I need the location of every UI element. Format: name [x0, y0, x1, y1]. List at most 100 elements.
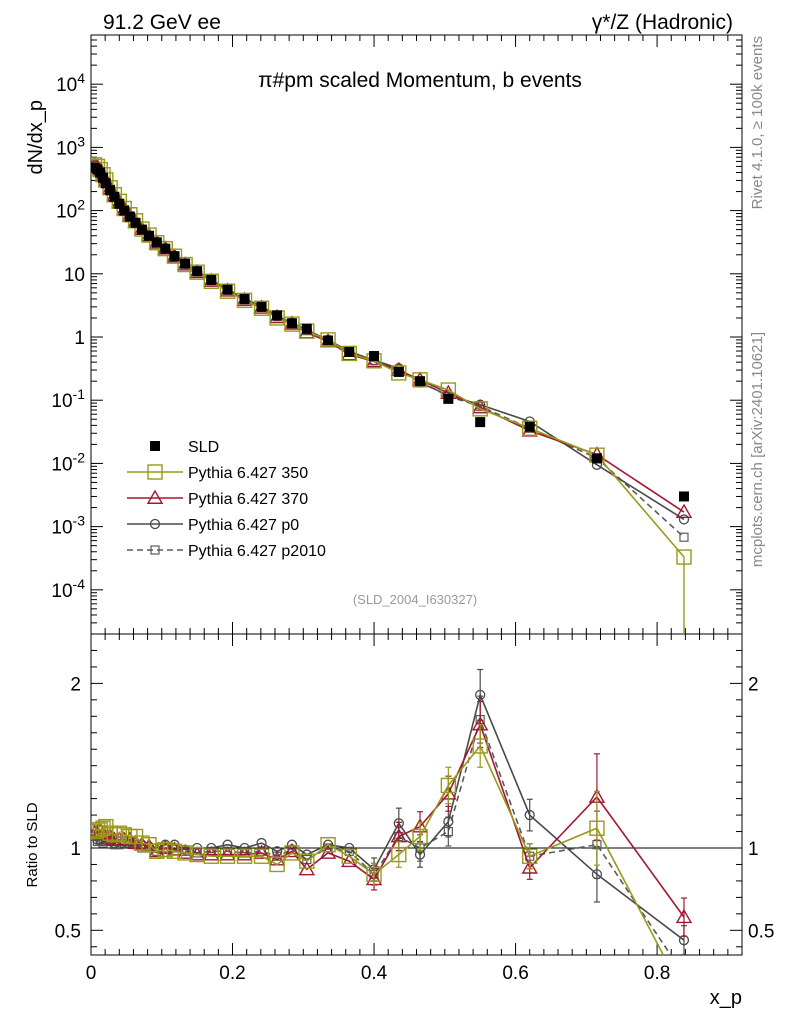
ratio-point-pythia-6-427-350 — [203, 848, 219, 864]
ratio-point-pythia-6-427-370 — [157, 839, 174, 854]
point-pythia-6-427-350 — [341, 345, 357, 362]
point-sld — [136, 224, 147, 235]
x-tick-label: 0 — [86, 963, 97, 984]
ratio-point-pythia-6-427-370 — [219, 846, 236, 861]
point-sld — [114, 198, 125, 209]
ratio-point-pythia-6-427-350 — [412, 828, 428, 845]
ratio-point-pythia-6-427-370 — [236, 846, 253, 861]
ratio-point-pythia-6-427-350 — [91, 823, 103, 840]
main-series-layer — [91, 156, 693, 634]
point-pythia-6-427-350 — [522, 420, 538, 436]
ratio-point-pythia-6-427-350 — [320, 837, 336, 853]
point-pythia-6-427-350 — [166, 248, 183, 264]
y-tick-label-bottom: 0.5 — [55, 921, 81, 942]
point-sld — [95, 167, 106, 178]
ratio-point-pythia-6-427-350 — [341, 848, 357, 864]
ratio-point-pythia-6-427-350 — [236, 848, 253, 864]
legend-label-pythia-6-427-350: Pythia 6.427 350 — [188, 465, 308, 482]
point-sld — [369, 351, 380, 362]
ratio-point-pythia-6-427-350 — [177, 845, 193, 861]
ratio-point-pythia-6-427-350 — [299, 853, 315, 869]
x-tick-label: 0.6 — [502, 963, 528, 984]
ratio-point-pythia-6-427-p0 — [256, 837, 267, 849]
point-sld — [323, 335, 334, 346]
point-sld — [591, 453, 602, 464]
legend-marker-pythia-6-427-350 — [147, 464, 163, 480]
point-sld — [98, 172, 109, 183]
y-tick-label-top: 102 — [56, 197, 85, 223]
y-tick-label-bottom: 2 — [70, 674, 81, 695]
point-pythia-6-427-350 — [253, 300, 270, 316]
y-tick-label-top: 103 — [56, 133, 85, 159]
ratio-point-pythia-6-427-350 — [111, 825, 128, 841]
ratio-point-pythia-6-427-370 — [341, 852, 358, 868]
ratio-point-pythia-6-427-p0 — [524, 809, 535, 821]
ratio-point-pythia-6-427-350 — [366, 866, 382, 883]
ratio-series-layer — [91, 668, 693, 979]
ratio-point-pythia-6-427-370 — [253, 844, 270, 859]
point-sld — [109, 191, 120, 202]
point-pythia-6-427-350 — [412, 372, 428, 388]
ratio-point-pythia-6-427-p2010 — [680, 971, 688, 979]
ratio-point-pythia-6-427-p0 — [286, 839, 298, 850]
point-sld — [475, 417, 486, 428]
point-sld — [169, 251, 180, 262]
y-tick-label-bottom: 1 — [70, 839, 81, 860]
legend-label-sld: SLD — [188, 439, 219, 456]
ratio-point-pythia-6-427-p0 — [239, 842, 250, 854]
point-sld — [206, 274, 217, 285]
ratio-point-pythia-6-427-350 — [106, 827, 123, 843]
legend-marker-pythia-6-427-p0 — [149, 518, 161, 530]
header-right: γ*/Z (Hadronic) — [592, 11, 733, 34]
x-tick-label: 0.4 — [361, 963, 388, 984]
point-pythia-6-427-350 — [149, 235, 165, 251]
y-tick-label-top: 104 — [56, 70, 85, 96]
ratio-point-pythia-6-427-p0 — [475, 689, 486, 701]
point-sld — [192, 266, 203, 277]
point-pythia-6-427-350 — [236, 292, 253, 309]
y-tick-label-top: 10-4 — [51, 576, 85, 602]
point-sld — [239, 293, 250, 304]
ratio-point-pythia-6-427-350 — [269, 856, 285, 873]
point-pythia-6-427-350 — [472, 401, 488, 417]
point-sld — [180, 258, 191, 269]
point-sld — [151, 237, 162, 248]
y-tick-label-top: 10-2 — [51, 449, 85, 475]
ratio-point-pythia-6-427-p0 — [344, 842, 355, 854]
ratio-line-pythia-6-427-p0 — [93, 692, 685, 941]
analysis-id: (SLD_2004_I630327) — [353, 592, 477, 607]
point-pythia-6-427-350 — [676, 549, 692, 565]
ratio-point-pythia-6-427-350 — [391, 846, 407, 863]
ratio-point-pythia-6-427-350 — [440, 777, 457, 794]
ratio-point-pythia-6-427-350 — [472, 738, 488, 754]
ratio-point-pythia-6-427-350 — [253, 848, 270, 864]
point-pythia-6-427-350 — [189, 264, 205, 280]
point-sld — [301, 323, 312, 334]
ratio-point-pythia-6-427-p0 — [443, 816, 454, 827]
series-line-pythia-6-427-p2010 — [93, 164, 685, 538]
y-tick-label-top: 10 — [64, 265, 85, 286]
legend-marker-pythia-6-427-p2010 — [150, 545, 160, 555]
rivet-label: Rivet 4.1.0, ≥ 100k events — [749, 36, 766, 209]
point-sld — [272, 310, 283, 321]
point-pythia-6-427-370 — [675, 503, 693, 519]
ratio-point-pythia-6-427-350 — [284, 845, 300, 861]
point-sld — [124, 211, 135, 222]
point-pythia-6-427-350 — [203, 273, 219, 290]
legend-label-pythia-6-427-370: Pythia 6.427 370 — [188, 491, 308, 508]
ratio-point-pythia-6-427-370 — [521, 859, 538, 874]
y-axis-label-top: dN/dx_p — [25, 100, 47, 175]
point-pythia-6-427-p2010 — [679, 532, 689, 542]
y-tick-label-top: 10-1 — [51, 386, 85, 412]
ratio-point-pythia-6-427-p0 — [206, 842, 217, 854]
point-sld — [160, 243, 171, 254]
point-sld — [222, 284, 233, 295]
point-pythia-6-427-p0 — [678, 514, 690, 525]
mcplots-label: mcplots.cern.ch [arXiv:2401.10621] — [749, 332, 766, 567]
point-sld — [100, 178, 111, 189]
ratio-point-pythia-6-427-370 — [283, 842, 301, 858]
point-sld — [443, 393, 454, 404]
point-sld — [130, 217, 141, 228]
point-sld — [105, 185, 116, 196]
